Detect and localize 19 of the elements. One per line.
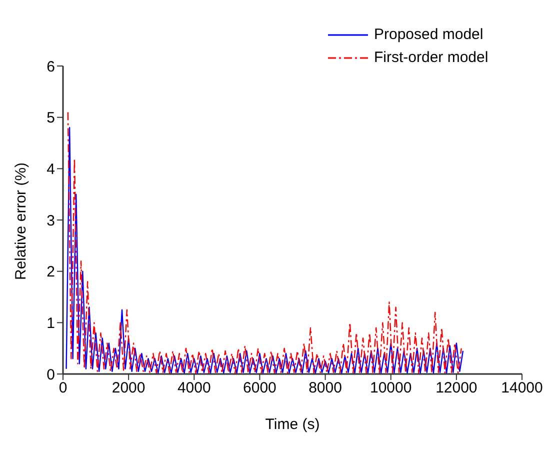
y-tick-label: 6 — [46, 58, 55, 76]
x-axis-title: Time (s) — [265, 416, 320, 433]
y-tick-label: 2 — [46, 264, 55, 281]
y-axis-title: Relative error (%) — [12, 162, 30, 280]
y-tick-label: 3 — [46, 212, 55, 230]
y-tick-label: 0 — [46, 366, 55, 384]
x-tick-label: 12000 — [436, 380, 478, 397]
x-tick-label: 2000 — [112, 380, 146, 397]
legend-label: Proposed model — [374, 26, 484, 43]
x-tick-label: 6000 — [243, 380, 276, 397]
y-tick-label: 5 — [46, 110, 55, 127]
x-tick-label: 0 — [58, 380, 68, 397]
legend-label: First-order model — [374, 49, 488, 66]
x-tick-label: 4000 — [177, 380, 211, 397]
y-tick-label: 1 — [46, 314, 55, 332]
x-tick-label: 8000 — [308, 380, 342, 397]
y-tick-label: 4 — [46, 160, 55, 178]
x-tick-label: 10000 — [370, 380, 412, 397]
x-tick-label: 14000 — [501, 380, 543, 397]
